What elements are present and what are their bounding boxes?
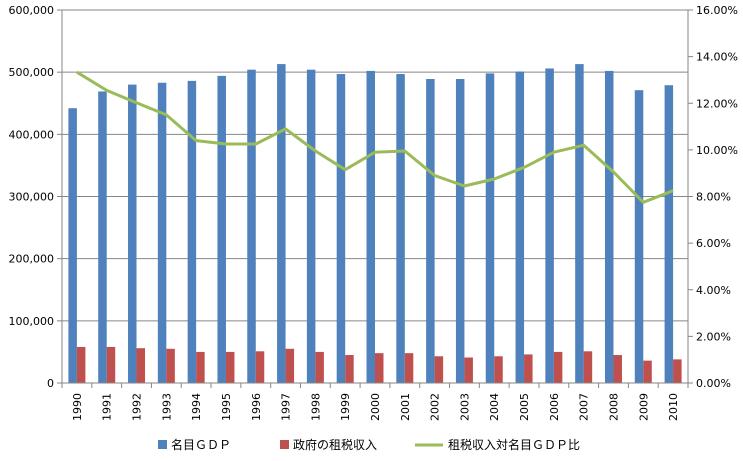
right-tick-label: 12.00% bbox=[696, 97, 738, 110]
tax-revenue-bar bbox=[136, 348, 146, 383]
right-tick-label: 8.00% bbox=[696, 191, 731, 204]
tax-revenue-bar bbox=[285, 348, 295, 383]
axes bbox=[57, 9, 693, 388]
tax-revenue-bar bbox=[464, 357, 473, 383]
right-tick-label: 4.00% bbox=[696, 284, 731, 297]
gdp-bar bbox=[366, 70, 375, 383]
x-tick-label: 2003 bbox=[458, 393, 471, 421]
left-tick-label: 500,000 bbox=[9, 66, 55, 79]
left-axis-ticks: 0 100,000 200,000 300,000 400,000 500,000 600,… bbox=[9, 4, 55, 390]
gdp-bar bbox=[604, 70, 614, 383]
tax-revenue-bar bbox=[434, 356, 444, 383]
x-tick-label: 2001 bbox=[399, 393, 412, 421]
gdp-bar bbox=[128, 84, 137, 383]
left-tick-label: 200,000 bbox=[9, 253, 55, 266]
gdp-bar bbox=[634, 90, 644, 383]
right-tick-label: 10.00% bbox=[696, 144, 738, 157]
legend-swatch bbox=[158, 440, 167, 449]
gdp-bar bbox=[396, 74, 405, 383]
right-tick-label: 6.00% bbox=[696, 237, 731, 250]
tax-revenue-bar bbox=[76, 346, 86, 383]
bar-series bbox=[68, 64, 682, 384]
gdp-bar bbox=[277, 64, 286, 384]
gdp-bar bbox=[157, 82, 167, 384]
tax-revenue-bar bbox=[225, 351, 235, 383]
gdp-bar bbox=[664, 85, 674, 383]
tax-revenue-bar bbox=[196, 351, 205, 383]
x-tick-label: 2006 bbox=[548, 393, 561, 421]
tax-revenue-bar bbox=[404, 353, 414, 383]
right-tick-label: 16.00% bbox=[696, 4, 738, 17]
gdp-bar bbox=[187, 80, 197, 384]
x-tick-label: 2002 bbox=[429, 393, 442, 421]
x-tick-label: 2007 bbox=[578, 393, 591, 421]
legend: 名目ＧＤＰ 政府の租税収入 租税収入対名目ＧＤＰ比 bbox=[158, 437, 580, 452]
tax-revenue-bar bbox=[255, 351, 265, 383]
gdp-bar bbox=[575, 64, 584, 384]
x-tick-label: 2010 bbox=[667, 393, 680, 421]
x-tick-label: 2000 bbox=[369, 393, 382, 421]
x-tick-label: 2005 bbox=[518, 393, 531, 421]
x-tick-label: 1990 bbox=[71, 393, 84, 421]
x-tick-label: 2008 bbox=[607, 393, 620, 421]
x-tick-label: 1992 bbox=[131, 393, 144, 421]
gdp-bar bbox=[68, 108, 77, 384]
gdp-bar bbox=[98, 91, 107, 384]
x-tick-label: 1995 bbox=[220, 393, 233, 421]
x-tick-label: 1998 bbox=[309, 393, 322, 421]
legend-label: 租税収入対名目ＧＤＰ比 bbox=[448, 437, 580, 452]
tax-revenue-bar bbox=[613, 355, 622, 383]
right-tick-label: 0.00% bbox=[696, 377, 731, 390]
right-axis-ticks: 0.00% 2.00% 4.00% 6.00% 8.00% 10.00% 12.00% 14.… bbox=[696, 4, 738, 390]
right-tick-label: 2.00% bbox=[696, 330, 731, 343]
x-tick-label: 1994 bbox=[190, 393, 203, 421]
gdp-bar bbox=[485, 73, 495, 383]
gdp-bar bbox=[336, 74, 346, 383]
line-series bbox=[76, 70, 674, 204]
left-tick-label: 100,000 bbox=[9, 315, 55, 328]
tax-revenue-bar bbox=[583, 351, 593, 383]
gdp-bar bbox=[426, 79, 435, 383]
gdp-bar bbox=[217, 75, 226, 383]
left-tick-label: 400,000 bbox=[9, 128, 55, 141]
tax-revenue-bar bbox=[345, 355, 354, 383]
legend-label: 名目ＧＤＰ bbox=[171, 437, 231, 452]
left-tick-label: 0 bbox=[47, 377, 54, 390]
tax-revenue-bar bbox=[643, 360, 652, 383]
gdp-bar bbox=[247, 69, 256, 384]
tax-revenue-bar bbox=[166, 348, 175, 383]
x-tick-label: 1993 bbox=[160, 393, 173, 421]
x-axis-ticks: 1990 1991 1992 1993 1994 1995 1996 1997 1998 1999… bbox=[71, 393, 680, 421]
tax-revenue-bar bbox=[315, 351, 324, 383]
legend-label: 政府の租税収入 bbox=[293, 437, 377, 452]
tax-revenue-bar bbox=[494, 356, 503, 383]
x-tick-label: 1999 bbox=[339, 393, 352, 421]
tax-revenue-bar bbox=[524, 354, 533, 383]
x-tick-label: 2004 bbox=[488, 393, 501, 421]
gdp-bar bbox=[515, 71, 525, 384]
right-tick-label: 14.00% bbox=[696, 51, 738, 64]
gdp-bar bbox=[455, 79, 465, 383]
ratio-line bbox=[76, 70, 674, 204]
x-tick-label: 1991 bbox=[101, 393, 114, 421]
gdp-bar bbox=[545, 68, 554, 383]
x-tick-label: 2009 bbox=[637, 393, 650, 421]
gdp-bar bbox=[306, 69, 316, 384]
x-tick-label: 1996 bbox=[250, 393, 263, 421]
left-tick-label: 300,000 bbox=[9, 191, 55, 204]
tax-revenue-bar bbox=[375, 353, 384, 383]
left-tick-label: 600,000 bbox=[9, 4, 55, 17]
x-tick-label: 1997 bbox=[280, 393, 293, 421]
tax-revenue-bar bbox=[553, 351, 563, 383]
tax-revenue-bar bbox=[673, 359, 682, 383]
tax-revenue-bar bbox=[106, 346, 116, 383]
legend-swatch bbox=[280, 440, 289, 449]
